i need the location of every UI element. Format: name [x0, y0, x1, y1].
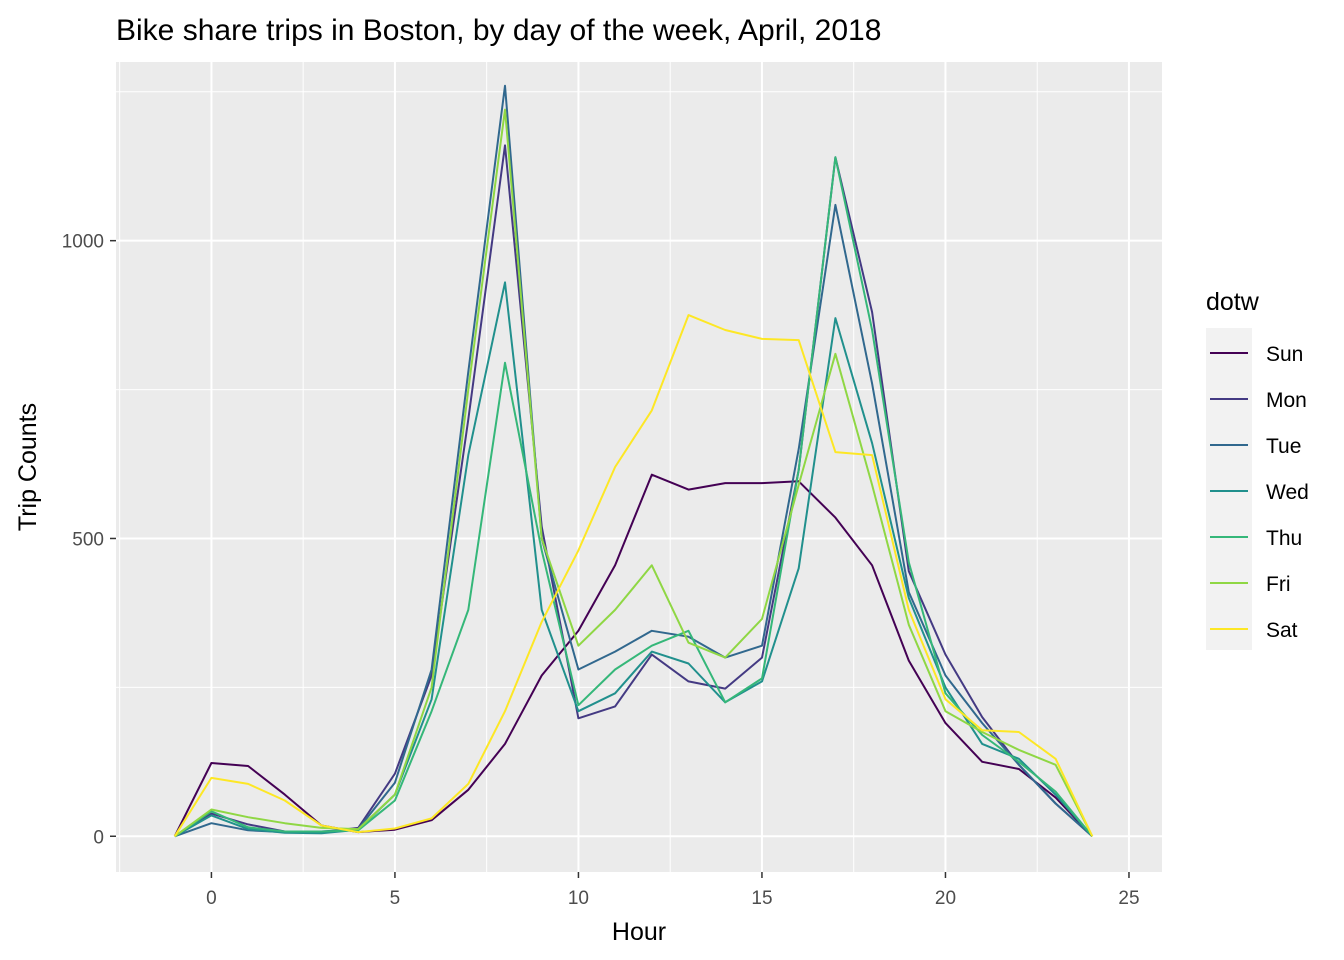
- grid-major: [116, 62, 1162, 872]
- series-lines: [173, 84, 1094, 838]
- series-line-fri: [174, 108, 1094, 838]
- grid-minor: [116, 62, 1162, 872]
- chart-title: Bike share trips in Boston, by day of th…: [116, 14, 881, 47]
- y-tick-label: 1000: [62, 232, 104, 253]
- x-tick-label: 20: [935, 888, 956, 909]
- legend-label-fri: Fri: [1266, 573, 1291, 596]
- x-axis-label: Hour: [612, 918, 666, 946]
- x-tick-label: 10: [568, 888, 589, 909]
- legend-label-thu: Thu: [1266, 527, 1302, 550]
- x-tick-label: 15: [751, 888, 772, 909]
- x-axis-ticks: 0 5 10 15 20 25: [206, 872, 1140, 909]
- y-tick-label: 0: [93, 827, 104, 848]
- y-axis-ticks: 0 500 1000: [62, 232, 116, 848]
- legend-label-sat: Sat: [1266, 619, 1298, 642]
- legend-label-mon: Mon: [1266, 389, 1307, 412]
- x-tick-label: 0: [206, 888, 217, 909]
- legend-label-wed: Wed: [1266, 481, 1309, 504]
- x-tick-label: 25: [1118, 888, 1139, 909]
- legend-items: Sun Mon Tue Wed Thu Fri Sat: [1210, 343, 1309, 642]
- legend-key-background: [1206, 328, 1252, 650]
- x-tick-label: 5: [390, 888, 401, 909]
- legend-label-sun: Sun: [1266, 343, 1303, 366]
- y-axis-label: Trip Counts: [14, 403, 42, 531]
- series-line-sat: [173, 314, 1094, 837]
- plot-panel: [116, 62, 1162, 872]
- y-tick-label: 500: [72, 529, 104, 550]
- legend: dotw Sun Mon Tue Wed Thu Fri Sat: [1206, 288, 1309, 650]
- legend-title: dotw: [1206, 288, 1260, 316]
- legend-label-tue: Tue: [1266, 435, 1301, 458]
- series-line-thu: [174, 156, 1094, 838]
